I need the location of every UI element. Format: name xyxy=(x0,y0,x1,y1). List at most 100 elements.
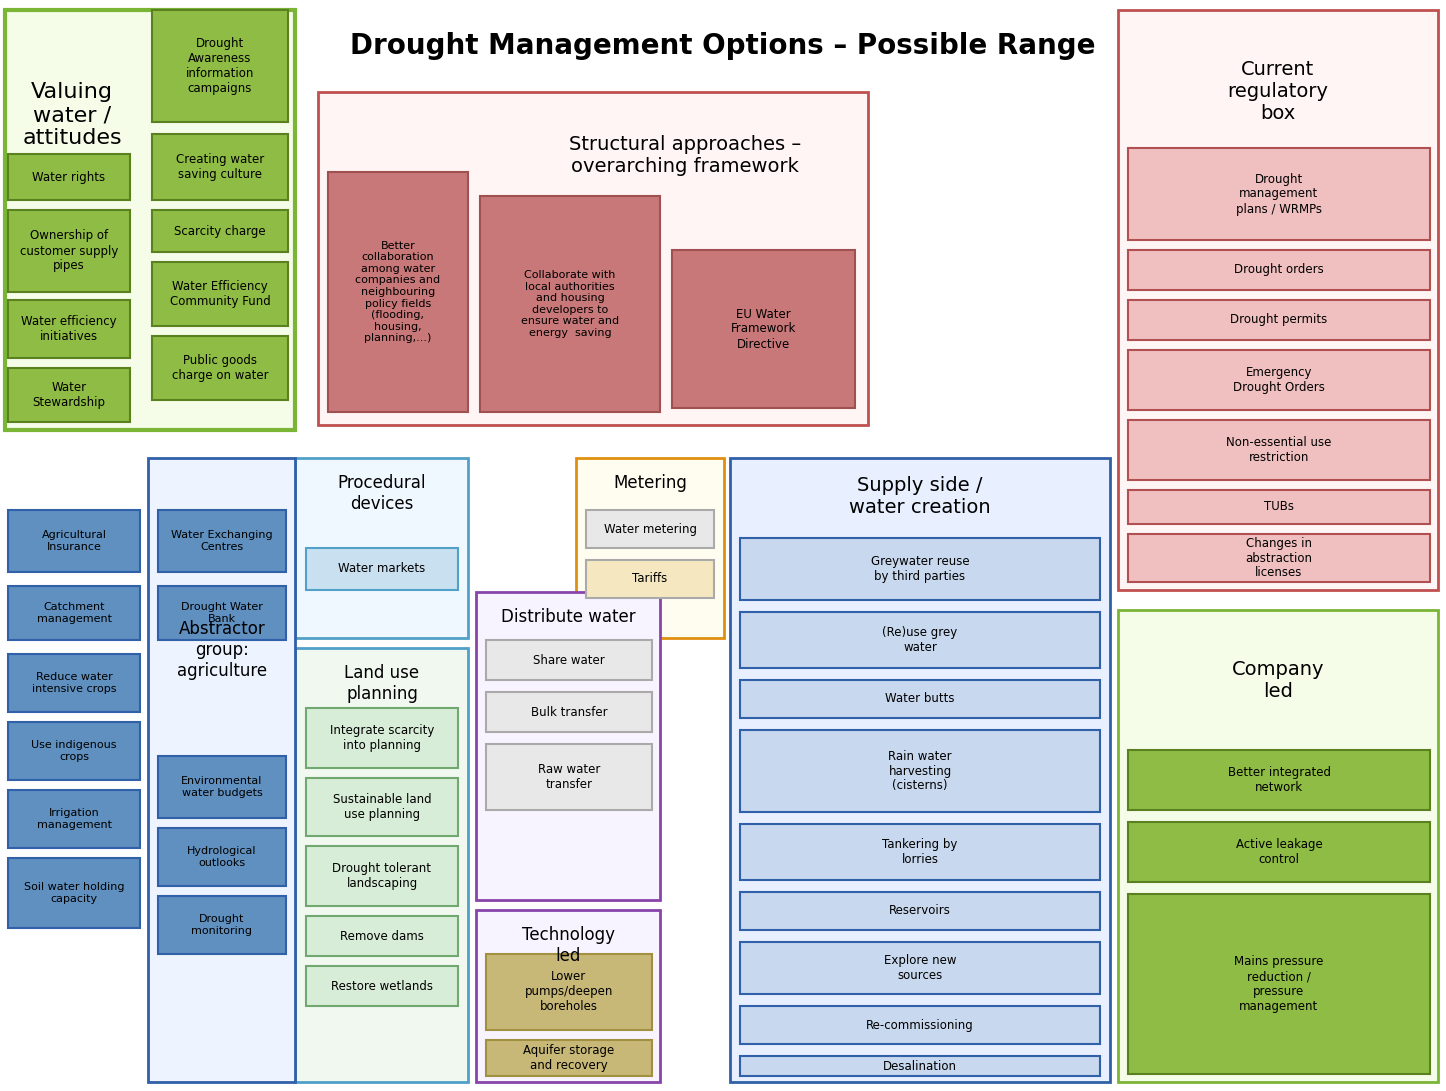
FancyBboxPatch shape xyxy=(9,654,140,712)
FancyBboxPatch shape xyxy=(9,509,140,572)
FancyBboxPatch shape xyxy=(586,509,714,548)
FancyBboxPatch shape xyxy=(307,548,458,590)
Text: Water markets: Water markets xyxy=(338,563,425,575)
FancyBboxPatch shape xyxy=(586,560,714,598)
FancyBboxPatch shape xyxy=(4,10,295,430)
FancyBboxPatch shape xyxy=(9,722,140,780)
Text: Drought Management Options – Possible Range: Drought Management Options – Possible Ra… xyxy=(350,32,1096,60)
FancyBboxPatch shape xyxy=(1118,10,1437,590)
Text: Changes in
abstraction
licenses: Changes in abstraction licenses xyxy=(1245,537,1313,579)
Text: Tariffs: Tariffs xyxy=(632,573,668,586)
Text: Distribute water: Distribute water xyxy=(500,608,635,626)
Text: Drought
monitoring: Drought monitoring xyxy=(191,914,253,936)
FancyBboxPatch shape xyxy=(1128,750,1430,810)
FancyBboxPatch shape xyxy=(152,10,288,122)
Text: Soil water holding
capacity: Soil water holding capacity xyxy=(23,883,124,903)
FancyBboxPatch shape xyxy=(486,1040,652,1076)
Text: Emergency
Drought Orders: Emergency Drought Orders xyxy=(1233,365,1325,394)
FancyBboxPatch shape xyxy=(328,172,469,412)
FancyBboxPatch shape xyxy=(486,692,652,732)
Text: Better integrated
network: Better integrated network xyxy=(1228,766,1330,794)
Text: Agricultural
Insurance: Agricultural Insurance xyxy=(42,530,107,552)
Text: Water efficiency
initiatives: Water efficiency initiatives xyxy=(22,315,117,343)
Text: Greywater reuse
by third parties: Greywater reuse by third parties xyxy=(870,555,969,583)
Text: Drought Water
Bank: Drought Water Bank xyxy=(181,602,263,624)
FancyBboxPatch shape xyxy=(486,640,652,680)
FancyBboxPatch shape xyxy=(295,458,469,638)
FancyBboxPatch shape xyxy=(295,648,469,1082)
Text: Procedural
devices: Procedural devices xyxy=(338,473,427,513)
FancyBboxPatch shape xyxy=(152,134,288,200)
Text: Re-commissioning: Re-commissioning xyxy=(866,1019,973,1031)
Text: (Re)use grey
water: (Re)use grey water xyxy=(882,626,957,654)
FancyBboxPatch shape xyxy=(672,250,855,408)
FancyBboxPatch shape xyxy=(307,778,458,836)
Text: Environmental
water budgets: Environmental water budgets xyxy=(181,776,263,798)
Text: Drought
management
plans / WRMPs: Drought management plans / WRMPs xyxy=(1236,172,1322,216)
FancyBboxPatch shape xyxy=(307,916,458,956)
FancyBboxPatch shape xyxy=(158,509,286,572)
Text: Use indigenous
crops: Use indigenous crops xyxy=(32,740,117,762)
FancyBboxPatch shape xyxy=(740,1006,1100,1044)
Text: TUBs: TUBs xyxy=(1264,501,1294,514)
FancyBboxPatch shape xyxy=(476,592,659,900)
Text: Rain water
harvesting
(cisterns): Rain water harvesting (cisterns) xyxy=(888,750,951,792)
FancyBboxPatch shape xyxy=(740,612,1100,668)
Text: Irrigation
management: Irrigation management xyxy=(36,808,111,830)
FancyBboxPatch shape xyxy=(147,458,295,1082)
FancyBboxPatch shape xyxy=(152,262,288,326)
Text: Drought
Awareness
information
campaigns: Drought Awareness information campaigns xyxy=(187,37,254,95)
FancyBboxPatch shape xyxy=(740,942,1100,994)
FancyBboxPatch shape xyxy=(9,300,130,358)
Text: Scarcity charge: Scarcity charge xyxy=(174,225,266,238)
Text: Metering: Metering xyxy=(613,473,687,492)
Text: Supply side /
water creation: Supply side / water creation xyxy=(849,476,991,517)
FancyBboxPatch shape xyxy=(9,790,140,848)
FancyBboxPatch shape xyxy=(1128,894,1430,1074)
FancyBboxPatch shape xyxy=(576,458,724,638)
FancyBboxPatch shape xyxy=(476,910,659,1082)
Text: Company
led: Company led xyxy=(1232,660,1325,702)
Text: Explore new
sources: Explore new sources xyxy=(884,954,956,982)
Text: Abstractor
group:
agriculture: Abstractor group: agriculture xyxy=(176,620,268,680)
FancyBboxPatch shape xyxy=(9,209,130,292)
FancyBboxPatch shape xyxy=(740,824,1100,880)
FancyBboxPatch shape xyxy=(158,756,286,818)
FancyBboxPatch shape xyxy=(318,92,868,425)
FancyBboxPatch shape xyxy=(1128,148,1430,240)
Text: Non-essential use
restriction: Non-essential use restriction xyxy=(1226,436,1332,464)
Text: Water Efficiency
Community Fund: Water Efficiency Community Fund xyxy=(169,280,270,308)
Text: Tankering by
lorries: Tankering by lorries xyxy=(882,838,957,866)
FancyBboxPatch shape xyxy=(1128,420,1430,480)
FancyBboxPatch shape xyxy=(307,708,458,768)
Text: Water butts: Water butts xyxy=(885,693,954,706)
FancyBboxPatch shape xyxy=(1128,822,1430,882)
FancyBboxPatch shape xyxy=(740,892,1100,930)
FancyBboxPatch shape xyxy=(9,154,130,200)
FancyBboxPatch shape xyxy=(480,196,659,412)
FancyBboxPatch shape xyxy=(158,896,286,954)
FancyBboxPatch shape xyxy=(486,954,652,1030)
FancyBboxPatch shape xyxy=(307,966,458,1006)
FancyBboxPatch shape xyxy=(158,586,286,640)
FancyBboxPatch shape xyxy=(740,538,1100,600)
FancyBboxPatch shape xyxy=(486,744,652,810)
Text: Water Exchanging
Centres: Water Exchanging Centres xyxy=(171,530,273,552)
Text: Reduce water
intensive crops: Reduce water intensive crops xyxy=(32,672,116,694)
Text: Integrate scarcity
into planning: Integrate scarcity into planning xyxy=(330,724,434,752)
FancyBboxPatch shape xyxy=(1128,350,1430,410)
Text: Raw water
transfer: Raw water transfer xyxy=(538,763,600,791)
FancyBboxPatch shape xyxy=(1128,490,1430,524)
FancyBboxPatch shape xyxy=(740,1056,1100,1076)
FancyBboxPatch shape xyxy=(740,730,1100,812)
FancyBboxPatch shape xyxy=(1128,533,1430,582)
Text: Bulk transfer: Bulk transfer xyxy=(531,706,607,719)
Text: Creating water
saving culture: Creating water saving culture xyxy=(176,153,265,181)
Text: Aquifer storage
and recovery: Aquifer storage and recovery xyxy=(523,1044,615,1072)
Text: Hydrological
outlooks: Hydrological outlooks xyxy=(187,847,257,867)
Text: Remove dams: Remove dams xyxy=(340,930,424,943)
FancyBboxPatch shape xyxy=(152,209,288,252)
Text: Collaborate with
local authorities
and housing
developers to
ensure water and
en: Collaborate with local authorities and h… xyxy=(521,269,619,338)
Text: Current
regulatory
box: Current regulatory box xyxy=(1228,60,1329,123)
Text: Drought permits: Drought permits xyxy=(1231,313,1327,326)
